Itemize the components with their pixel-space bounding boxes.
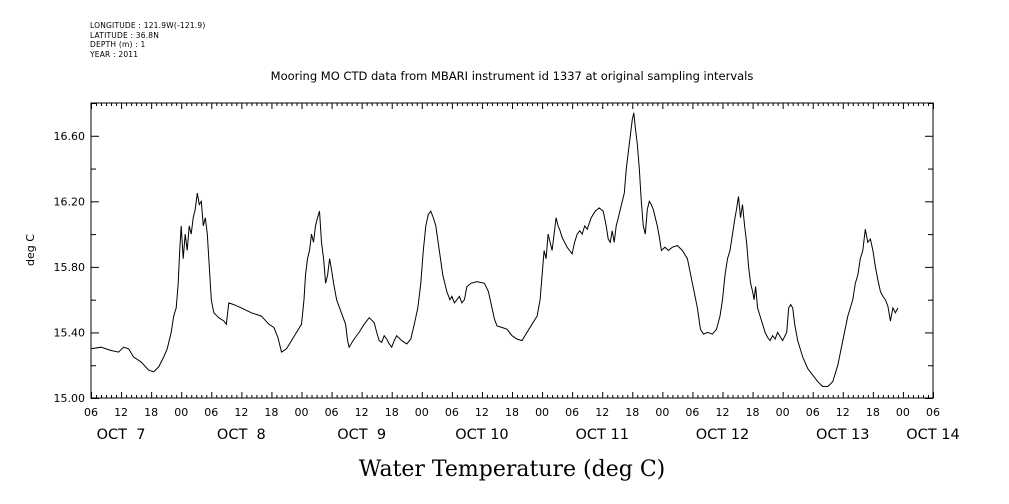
day-label: OCT 7 bbox=[97, 427, 146, 443]
day-label: OCT 9 bbox=[337, 427, 386, 443]
x-tick-label: 00 bbox=[295, 406, 309, 419]
x-tick-label: 18 bbox=[746, 406, 760, 419]
x-tick-label: 06 bbox=[685, 406, 699, 419]
day-labels: OCT 7 OCT 8 OCT 9 OCT 10 OCT 11 OCT 12 OCT 13 O… bbox=[97, 427, 960, 443]
series-line-water-temperature bbox=[90, 112, 899, 387]
x-tick-label: 18 bbox=[866, 406, 880, 419]
x-tick-label: 06 bbox=[325, 406, 339, 419]
x-tick-label: 00 bbox=[174, 406, 188, 419]
x-tick-label: 00 bbox=[776, 406, 790, 419]
x-tick-label: 06 bbox=[445, 406, 459, 419]
x-tick-label: 12 bbox=[234, 406, 248, 419]
x-tick-label: 00 bbox=[535, 406, 549, 419]
metadata-block: LONGITUDE : 121.9W(-121.9) LATITUDE : 36… bbox=[90, 21, 205, 59]
x-tick-label: 06 bbox=[806, 406, 820, 419]
x-tick-label: 06 bbox=[204, 406, 218, 419]
x-tick-label: 18 bbox=[385, 406, 399, 419]
day-label: OCT 12 bbox=[696, 427, 749, 443]
latitude-text: LATITUDE : 36.8N bbox=[90, 30, 160, 40]
x-tick-label: 06 bbox=[926, 406, 940, 419]
x-tick-label: 12 bbox=[114, 406, 128, 419]
x-tick-label: 00 bbox=[415, 406, 429, 419]
y-tick-label: 15.40 bbox=[54, 326, 86, 339]
x-tick-label: 12 bbox=[836, 406, 850, 419]
plot-frame bbox=[90, 102, 934, 399]
chart-title: Mooring MO CTD data from MBARI instrumen… bbox=[271, 69, 754, 83]
x-tick-label: 18 bbox=[144, 406, 158, 419]
axis-ticks bbox=[91, 103, 934, 399]
x-tick-label: 06 bbox=[565, 406, 579, 419]
day-label: OCT 11 bbox=[575, 427, 628, 443]
x-tick-label: 12 bbox=[595, 406, 609, 419]
year-text: YEAR : 2011 bbox=[90, 49, 139, 59]
x-tick-label: 18 bbox=[625, 406, 639, 419]
x-tick-label: 00 bbox=[655, 406, 669, 419]
x-tick-labels: 06 12 18 00 06 12 18 00 06 12 18 00 06 12 18 00 06 12 18 00… bbox=[84, 406, 940, 419]
longitude-text: LONGITUDE : 121.9W(-121.9) bbox=[90, 21, 206, 30]
day-label: OCT 14 bbox=[906, 427, 959, 443]
y-tick-label: 16.60 bbox=[54, 130, 86, 143]
day-label: OCT 8 bbox=[217, 427, 266, 443]
x-tick-label: 18 bbox=[264, 406, 278, 419]
depth-text: DEPTH (m) : 1 bbox=[90, 40, 146, 49]
y-tick-label: 15.00 bbox=[54, 392, 86, 405]
x-tick-label: 12 bbox=[355, 406, 369, 419]
x-tick-label: 18 bbox=[505, 406, 519, 419]
y-tick-label: 15.80 bbox=[54, 261, 86, 274]
y-tick-label: 16.20 bbox=[54, 195, 86, 208]
y-axis-label: deg C bbox=[24, 234, 37, 266]
day-label: OCT 13 bbox=[816, 427, 869, 443]
x-tick-label: 06 bbox=[84, 406, 98, 419]
x-tick-label: 00 bbox=[896, 406, 910, 419]
y-tick-labels: 15.00 15.40 15.80 16.20 16.60 bbox=[54, 130, 86, 405]
day-label: OCT 10 bbox=[455, 427, 508, 443]
x-tick-label: 12 bbox=[716, 406, 730, 419]
x-tick-label: 12 bbox=[475, 406, 489, 419]
x-axis-label: Water Temperature (deg C) bbox=[359, 457, 666, 482]
